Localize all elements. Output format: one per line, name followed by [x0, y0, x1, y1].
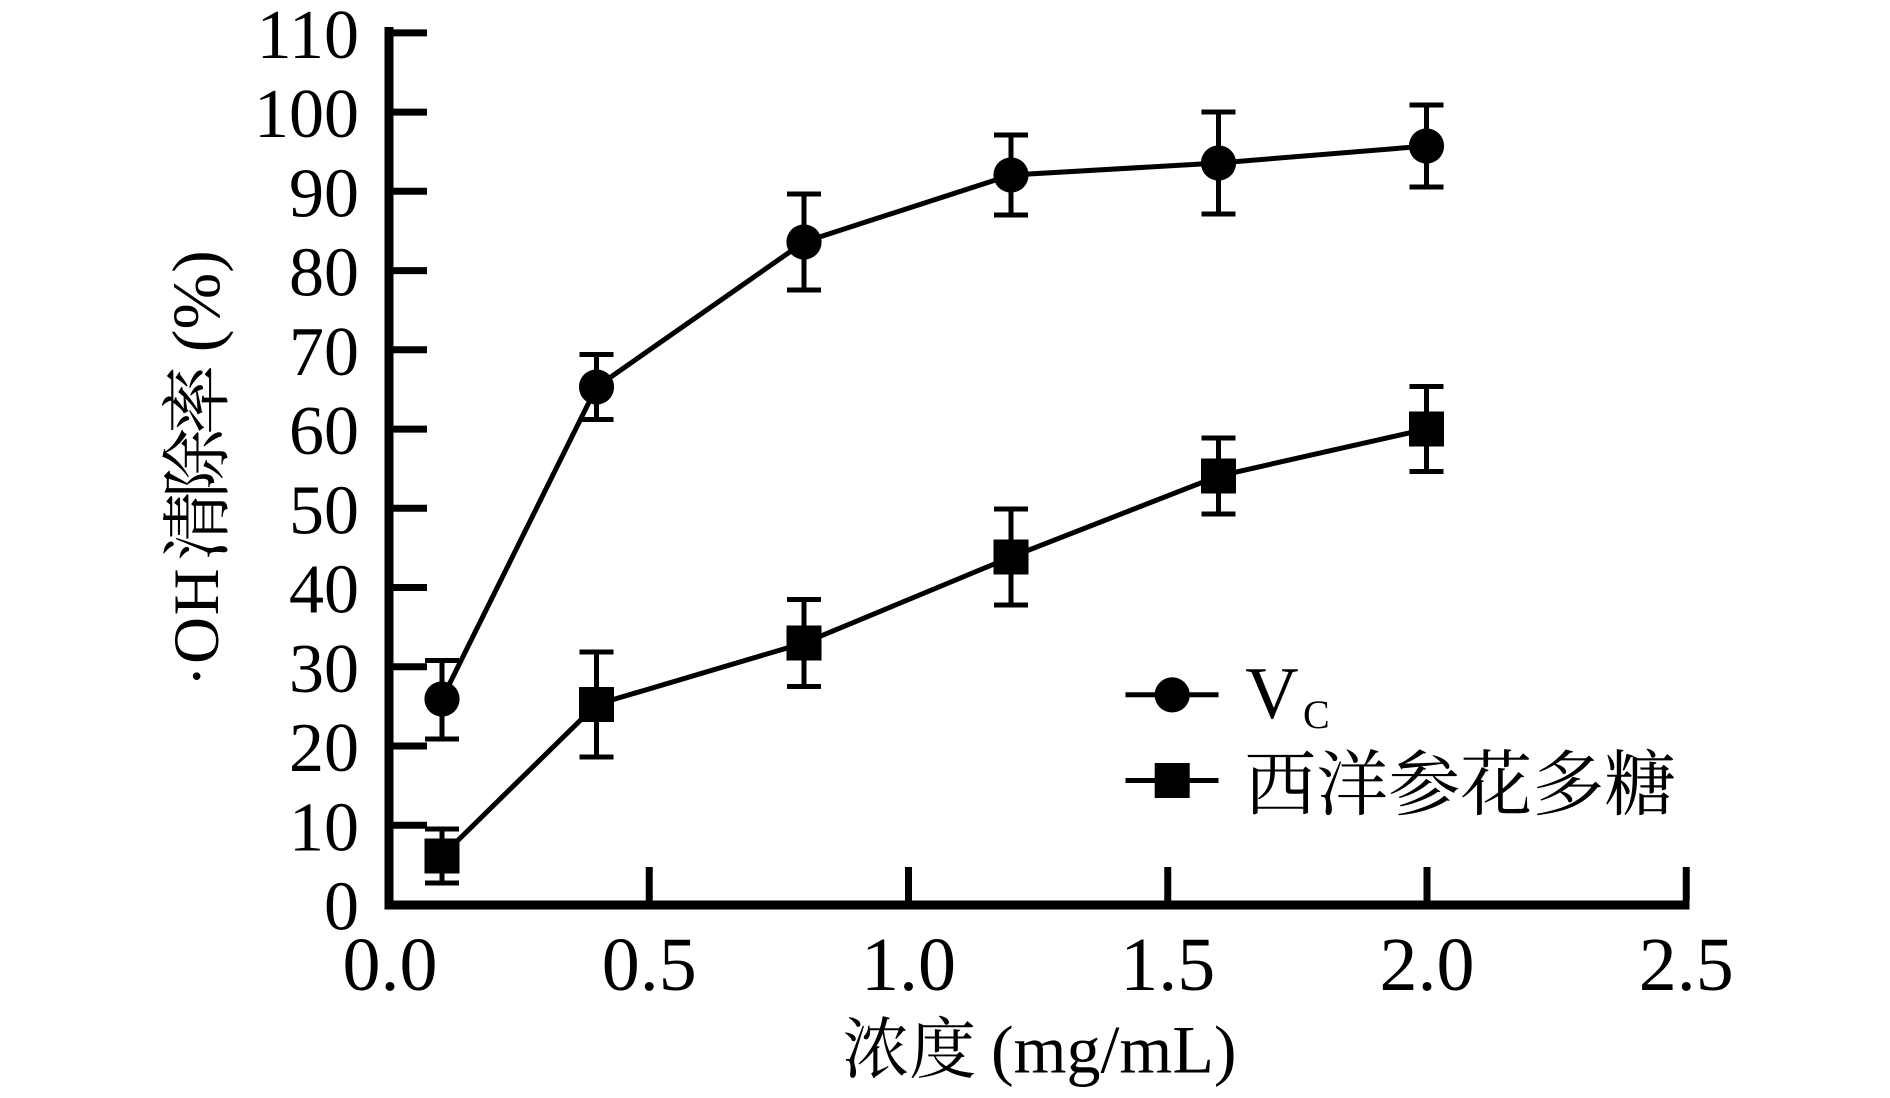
svg-text:30: 30: [289, 631, 359, 708]
svg-text:1.0: 1.0: [861, 923, 956, 1007]
svg-text:50: 50: [289, 472, 359, 549]
svg-text:70: 70: [289, 314, 359, 391]
svg-text:40: 40: [289, 552, 359, 629]
svg-text:110: 110: [257, 0, 359, 74]
svg-text:80: 80: [289, 235, 359, 312]
svg-text:2.5: 2.5: [1639, 923, 1734, 1007]
svg-text:V: V: [1245, 653, 1298, 735]
svg-text:(%): (%): [158, 250, 234, 352]
svg-text:0: 0: [324, 869, 359, 946]
svg-text:20: 20: [289, 710, 359, 787]
svg-text:10: 10: [289, 789, 359, 866]
svg-text:0.5: 0.5: [602, 923, 697, 1007]
svg-text:1.5: 1.5: [1120, 923, 1215, 1007]
svg-text:0.0: 0.0: [343, 923, 438, 1007]
svg-text:C: C: [1303, 692, 1330, 737]
svg-text:·OH: ·OH: [161, 567, 233, 687]
svg-text:2.0: 2.0: [1380, 923, 1475, 1007]
svg-text:(mg/mL): (mg/mL): [991, 1012, 1237, 1088]
svg-text:60: 60: [289, 393, 359, 470]
svg-text:100: 100: [254, 76, 359, 153]
svg-text:90: 90: [289, 155, 359, 232]
